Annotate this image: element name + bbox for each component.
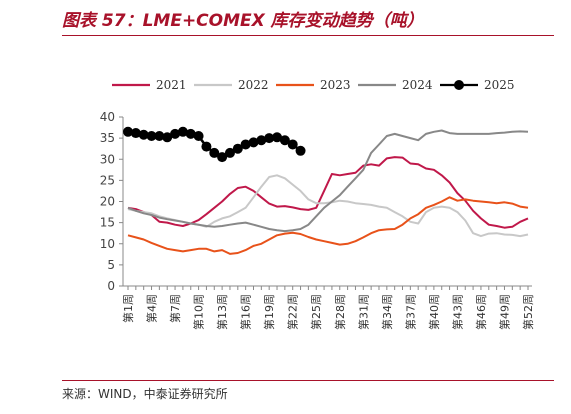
y-tick-label: 10 xyxy=(100,237,115,251)
x-tick-label: 第46周 xyxy=(474,294,488,330)
series-point-2025 xyxy=(193,131,204,142)
x-tick-label: 第40周 xyxy=(427,294,441,330)
series-point-2025 xyxy=(138,129,149,140)
x-tick-label: 第34周 xyxy=(380,294,394,330)
x-tick-label: 第28周 xyxy=(333,294,347,330)
x-tick-label: 第16周 xyxy=(239,294,253,330)
series-2025 xyxy=(123,126,306,163)
x-tick-label: 第52周 xyxy=(521,294,535,330)
y-tick-label: 5 xyxy=(107,258,115,272)
x-tick-label: 第25周 xyxy=(309,294,323,330)
series-2021 xyxy=(127,156,529,229)
x-tick-label: 第22周 xyxy=(286,294,300,330)
legend-item-2023: 2023 xyxy=(276,78,351,92)
y-axis: 0 5 10 15 20 25 30 35 40 xyxy=(100,110,124,293)
series-2024 xyxy=(127,129,529,233)
x-tick-label: 第43周 xyxy=(450,294,464,330)
series-line-2023 xyxy=(127,196,529,255)
y-tick-label: 15 xyxy=(100,216,115,230)
source-note: 来源：WIND，中泰证券研究所 xyxy=(62,387,228,401)
y-tick-label: 40 xyxy=(100,110,115,124)
legend-label: 2025 xyxy=(484,78,515,92)
title-divider xyxy=(62,35,554,36)
chart-legend: 2021 2022 2023 2024 2025 xyxy=(112,78,515,92)
y-tick-label: 25 xyxy=(100,173,115,187)
x-axis: 第1周 第4周 第7周 第10周 第13周 第16周 第19周 第22周 第25周 第28周 第31… xyxy=(121,285,535,330)
x-tick-label: 第13周 xyxy=(215,294,229,330)
series-point-2025 xyxy=(177,126,188,137)
x-tick-label: 第1周 xyxy=(121,294,135,323)
series-point-2025 xyxy=(217,152,228,163)
y-tick-label: 30 xyxy=(100,152,115,166)
series-point-2025 xyxy=(154,131,165,142)
series-point-2025 xyxy=(130,128,141,139)
series-point-2025 xyxy=(224,147,235,158)
series-point-2025 xyxy=(162,132,173,143)
legend-label: 2021 xyxy=(156,78,187,92)
x-tick-label: 第37周 xyxy=(403,294,417,330)
series-point-2025 xyxy=(170,128,181,139)
legend-item-2024: 2024 xyxy=(358,78,433,92)
series-point-2025 xyxy=(248,137,259,148)
y-tick-label: 35 xyxy=(100,131,115,145)
series-point-2025 xyxy=(123,126,133,137)
series-point-2025 xyxy=(232,143,243,154)
source-divider xyxy=(62,380,554,381)
series-point-2025 xyxy=(209,147,220,158)
legend-marker xyxy=(454,80,464,90)
y-tick-label: 0 xyxy=(107,279,115,293)
series-point-2025 xyxy=(295,145,306,156)
series-point-2025 xyxy=(185,128,196,139)
series-point-2025 xyxy=(287,139,298,150)
legend-item-2022: 2022 xyxy=(194,78,269,92)
series-point-2025 xyxy=(240,139,251,150)
series-2023 xyxy=(127,196,529,255)
x-tick-label: 第49周 xyxy=(497,294,511,330)
series-layer xyxy=(123,126,529,255)
series-point-2025 xyxy=(279,135,290,146)
chart-title: 图表 57：LME+COMEX 库存变动趋势（吨） xyxy=(62,11,424,31)
legend-item-2025: 2025 xyxy=(440,78,515,92)
legend-item-2021: 2021 xyxy=(112,78,187,92)
x-tick-label: 第4周 xyxy=(145,294,159,323)
legend-label: 2024 xyxy=(402,78,433,92)
legend-label: 2023 xyxy=(320,78,351,92)
series-point-2025 xyxy=(264,133,275,144)
series-point-2025 xyxy=(256,135,267,146)
x-tick-label: 第19周 xyxy=(262,294,276,330)
x-tick-label: 第7周 xyxy=(168,294,182,323)
series-point-2025 xyxy=(201,141,212,152)
x-tick-label: 第10周 xyxy=(192,294,206,330)
title-bar: 图表 57：LME+COMEX 库存变动趋势（吨） xyxy=(0,0,571,40)
x-tick-label: 第31周 xyxy=(356,294,370,330)
series-point-2025 xyxy=(146,131,157,142)
series-line-2024 xyxy=(127,129,529,233)
series-line-2021 xyxy=(127,156,529,229)
legend-label: 2022 xyxy=(238,78,269,92)
series-point-2025 xyxy=(272,132,283,143)
y-tick-label: 20 xyxy=(100,195,115,209)
